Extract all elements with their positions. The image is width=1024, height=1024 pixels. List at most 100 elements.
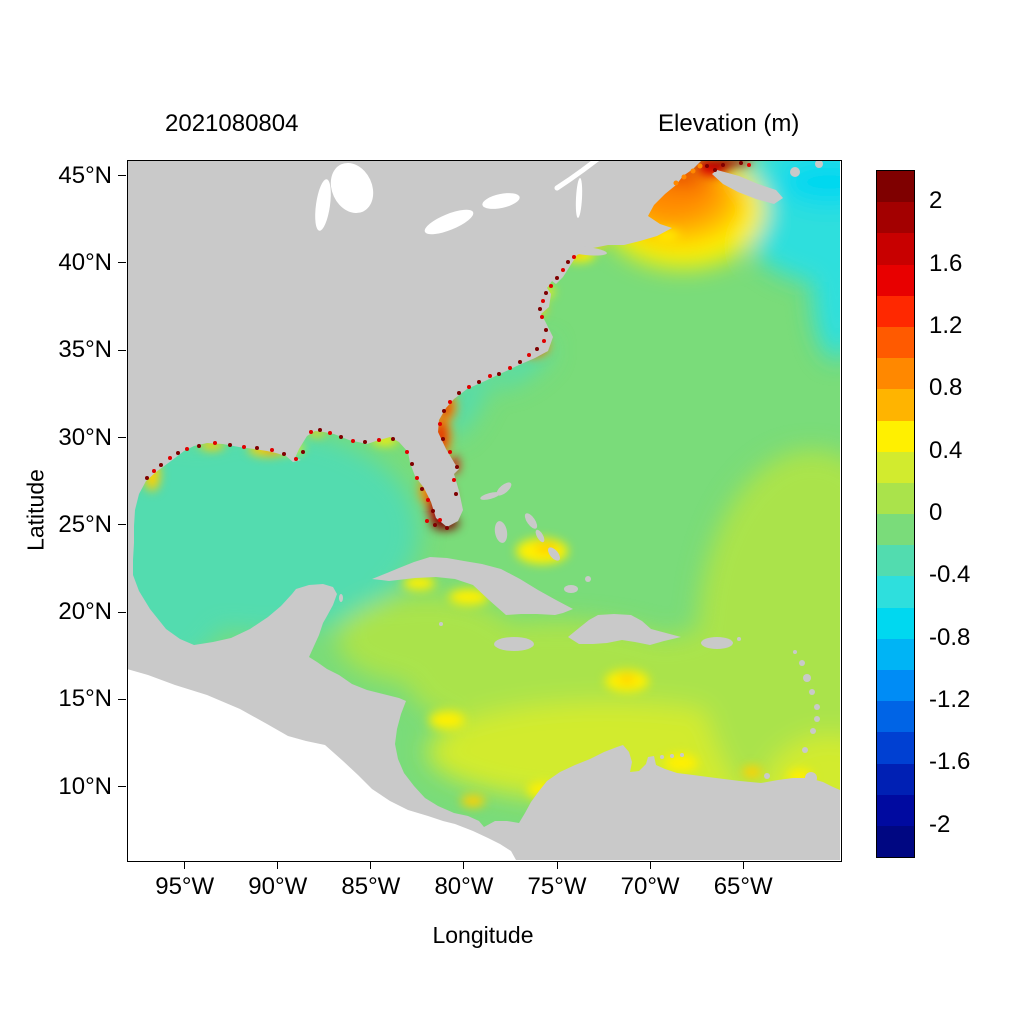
cozumel — [339, 594, 343, 602]
colorbar-segment-20 — [877, 794, 914, 826]
y-tick — [118, 524, 126, 526]
st-lucia — [814, 716, 820, 722]
coastal_red-patch — [572, 255, 576, 259]
colorbar-segment-9 — [877, 451, 914, 483]
coastal_gold-patch — [619, 674, 635, 684]
coastal_red-patch — [542, 339, 546, 343]
x-tick — [556, 861, 558, 869]
colorbar-segment-14 — [877, 607, 914, 639]
coastal_red-patch — [448, 450, 452, 454]
martinique — [814, 704, 820, 710]
florida_extreme-patch — [176, 451, 180, 455]
colorbar-tick-label: 0.8 — [929, 374, 963, 402]
florida_extreme-patch — [255, 446, 259, 450]
florida_extreme-patch — [538, 307, 542, 311]
florida_extreme-patch — [544, 291, 548, 295]
southeast_atlantic-patch — [697, 450, 840, 830]
colorbar-segment-5 — [877, 326, 914, 359]
florida_extreme-patch — [433, 523, 437, 527]
florida_extreme-patch — [410, 462, 414, 466]
x-tick — [184, 861, 186, 869]
x-tick — [463, 861, 465, 869]
florida_extreme-patch — [159, 463, 163, 467]
coastal_gold-patch — [461, 795, 485, 807]
colorbar-tick-label: -0.8 — [929, 623, 971, 651]
colorbar-segment-7 — [877, 389, 914, 421]
colorbar-segment-13 — [877, 576, 914, 608]
landmass — [127, 160, 840, 860]
florida_extreme-patch — [544, 328, 548, 332]
colorbar-segment-8 — [877, 420, 914, 452]
y-tick — [118, 698, 126, 700]
x-tick — [277, 861, 279, 869]
x-tick-label: 90°W — [248, 873, 308, 900]
florida_extreme-patch — [555, 276, 559, 280]
coastal_orange-patch — [697, 163, 703, 169]
coastal_orange-patch — [681, 174, 687, 180]
coastal_red-patch — [309, 430, 313, 434]
y-tick — [118, 175, 126, 177]
colorbar-segment-0 — [877, 171, 914, 203]
coastal_red-patch — [549, 284, 553, 288]
coastal_red-patch — [270, 448, 274, 452]
colorbar-tick-label: 0 — [929, 499, 943, 526]
trinidad — [805, 772, 817, 784]
run-id-title: 2021080804 — [165, 110, 299, 137]
colorbar-tick-label: 2 — [929, 187, 943, 215]
long-island — [565, 246, 607, 256]
colorbar-segment-19 — [877, 763, 914, 795]
coastal_red-patch — [405, 450, 409, 454]
margarita — [764, 773, 770, 779]
puerto-rico — [701, 637, 733, 649]
florida_extreme-patch — [197, 444, 201, 448]
florida_extreme-patch — [445, 526, 449, 530]
colorbar-segment-10 — [877, 482, 914, 515]
y-tick-label: 15°N — [58, 685, 112, 713]
jamaica — [494, 637, 534, 651]
florida_extreme-patch — [535, 347, 539, 351]
coastal_red-patch — [213, 441, 217, 445]
bonaire — [680, 753, 684, 757]
coastal_red-patch — [438, 422, 442, 426]
florida_extreme-patch — [339, 435, 343, 439]
florida_extreme-patch — [441, 437, 445, 441]
scotian_shelf-patch — [812, 220, 840, 360]
florida_extreme-patch — [705, 164, 709, 168]
colorbar-segment-3 — [877, 264, 914, 296]
colorbar-segment-2 — [877, 233, 914, 265]
florida_extreme-patch — [566, 260, 570, 264]
guadeloupe — [803, 674, 811, 682]
x-axis-label: Longitude — [432, 922, 534, 948]
florida_extreme-patch — [442, 409, 446, 413]
antigua — [799, 660, 805, 666]
coastal_yellow-patch — [429, 711, 465, 729]
lake-erie — [424, 209, 474, 235]
florida_extreme-patch — [228, 443, 232, 447]
florida_extreme-patch — [454, 492, 458, 496]
aruba — [660, 755, 664, 759]
turks — [585, 576, 591, 582]
x-tick-label: 95°W — [155, 873, 215, 900]
coastal_red-patch — [415, 476, 419, 480]
hispaniola — [568, 614, 681, 645]
coastal_red-patch — [328, 431, 332, 435]
x-tick-label: 85°W — [341, 873, 401, 900]
x-tick — [742, 861, 744, 869]
colorbar-segments — [877, 171, 914, 858]
islands — [339, 246, 820, 784]
grenada — [802, 747, 808, 753]
pacific-no-data — [127, 669, 516, 860]
coastal_gold-patch — [742, 766, 762, 778]
y-tick-label: 45°N — [58, 161, 112, 189]
colorbar-segment-18 — [877, 732, 914, 764]
lake-michigan — [315, 179, 331, 231]
coastal_red-patch — [527, 353, 531, 357]
y-axis-label: Latitude — [22, 469, 49, 551]
florida_extreme-patch — [477, 380, 481, 384]
great-inagua — [564, 585, 578, 593]
coastal_yellow-patch — [403, 576, 435, 590]
long-island-bahamas — [548, 547, 560, 561]
coastal_red-patch — [377, 438, 381, 442]
dominica — [809, 689, 815, 695]
coastal_red-patch — [540, 315, 544, 319]
